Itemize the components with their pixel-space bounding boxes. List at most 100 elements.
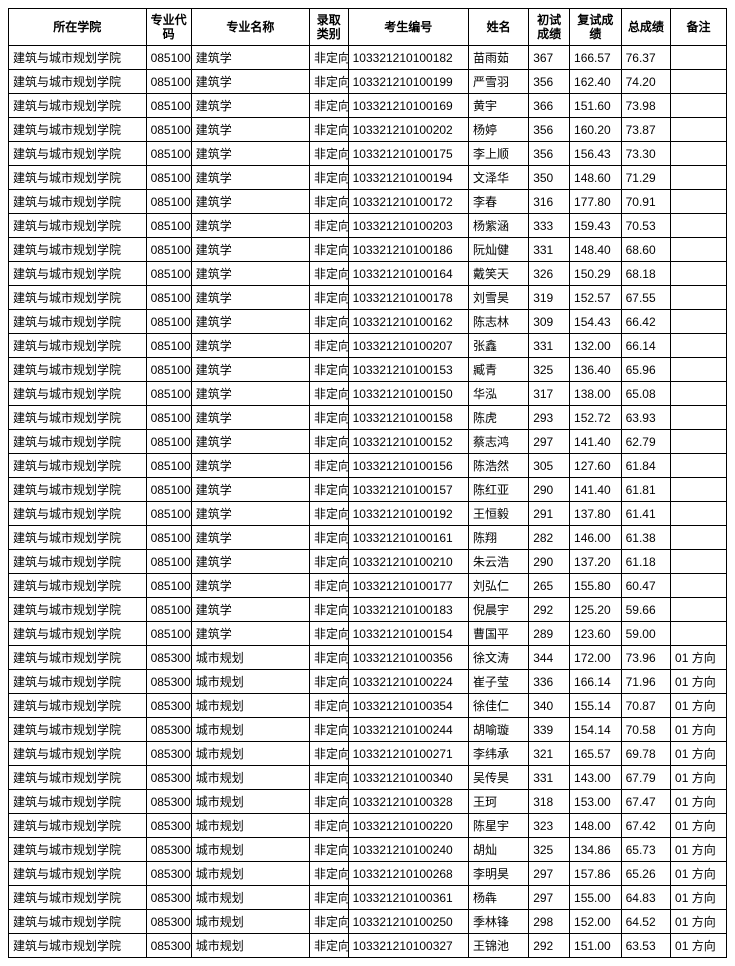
cell-remark [671,358,727,382]
cell-name: 严雪羽 [469,70,529,94]
cell-retest: 160.20 [570,118,622,142]
cell-cat: 非定向 [309,646,348,670]
cell-college: 建筑与城市规划学院 [9,574,147,598]
cell-examno: 103321210100327 [348,934,468,958]
cell-examno: 103321210100169 [348,94,468,118]
cell-cat: 非定向 [309,934,348,958]
cell-major: 建筑学 [191,166,309,190]
cell-remark: 01 方向 [671,934,727,958]
cell-retest: 157.86 [570,862,622,886]
cell-college: 建筑与城市规划学院 [9,382,147,406]
cell-cat: 非定向 [309,190,348,214]
cell-examno: 103321210100192 [348,502,468,526]
cell-code: 085300 [146,790,191,814]
cell-major: 建筑学 [191,286,309,310]
cell-name: 刘弘仁 [469,574,529,598]
cell-major: 建筑学 [191,118,309,142]
table-row: 建筑与城市规划学院085100建筑学非定向103321210100152蔡志鸿2… [9,430,727,454]
cell-cat: 非定向 [309,454,348,478]
cell-cat: 非定向 [309,598,348,622]
cell-remark [671,454,727,478]
table-row: 建筑与城市规划学院085100建筑学非定向103321210100162陈志林3… [9,310,727,334]
cell-retest: 153.00 [570,790,622,814]
cell-total: 67.47 [621,790,670,814]
cell-total: 68.18 [621,262,670,286]
cell-first: 297 [529,430,570,454]
cell-college: 建筑与城市规划学院 [9,598,147,622]
cell-remark: 01 方向 [671,766,727,790]
cell-code: 085100 [146,478,191,502]
col-name: 姓名 [469,9,529,46]
cell-remark [671,286,727,310]
table-header: 所在学院 专业代码 专业名称 录取类别 考生编号 姓名 初试成绩 复试成绩 总成… [9,9,727,46]
cell-retest: 143.00 [570,766,622,790]
cell-total: 65.08 [621,382,670,406]
cell-examno: 103321210100164 [348,262,468,286]
cell-first: 336 [529,670,570,694]
table-row: 建筑与城市规划学院085300城市规划非定向103321210100250季林锋… [9,910,727,934]
cell-total: 61.81 [621,478,670,502]
cell-code: 085100 [146,46,191,70]
cell-college: 建筑与城市规划学院 [9,910,147,934]
cell-first: 323 [529,814,570,838]
cell-examno: 103321210100271 [348,742,468,766]
cell-total: 61.41 [621,502,670,526]
cell-examno: 103321210100161 [348,526,468,550]
cell-name: 李纬承 [469,742,529,766]
cell-major: 建筑学 [191,94,309,118]
cell-examno: 103321210100361 [348,886,468,910]
cell-major: 城市规划 [191,670,309,694]
cell-name: 王珂 [469,790,529,814]
col-total: 总成绩 [621,9,670,46]
cell-cat: 非定向 [309,694,348,718]
cell-name: 胡喻璇 [469,718,529,742]
cell-cat: 非定向 [309,286,348,310]
cell-cat: 非定向 [309,526,348,550]
cell-college: 建筑与城市规划学院 [9,550,147,574]
cell-remark [671,574,727,598]
cell-first: 290 [529,550,570,574]
col-first: 初试成绩 [529,9,570,46]
cell-total: 65.26 [621,862,670,886]
cell-examno: 103321210100152 [348,430,468,454]
cell-examno: 103321210100220 [348,814,468,838]
cell-code: 085100 [146,190,191,214]
cell-cat: 非定向 [309,334,348,358]
cell-remark [671,622,727,646]
cell-remark [671,166,727,190]
cell-cat: 非定向 [309,262,348,286]
cell-college: 建筑与城市规划学院 [9,694,147,718]
cell-college: 建筑与城市规划学院 [9,766,147,790]
cell-total: 70.58 [621,718,670,742]
cell-cat: 非定向 [309,118,348,142]
table-row: 建筑与城市规划学院085100建筑学非定向103321210100157陈红亚2… [9,478,727,502]
cell-name: 华泓 [469,382,529,406]
cell-total: 62.79 [621,430,670,454]
cell-major: 城市规划 [191,718,309,742]
cell-first: 339 [529,718,570,742]
cell-cat: 非定向 [309,382,348,406]
cell-major: 建筑学 [191,478,309,502]
cell-cat: 非定向 [309,766,348,790]
cell-major: 建筑学 [191,406,309,430]
table-row: 建筑与城市规划学院085100建筑学非定向103321210100183倪晨宇2… [9,598,727,622]
cell-total: 71.29 [621,166,670,190]
cell-major: 建筑学 [191,526,309,550]
cell-retest: 155.80 [570,574,622,598]
cell-code: 085300 [146,646,191,670]
cell-first: 356 [529,118,570,142]
cell-major: 建筑学 [191,334,309,358]
cell-first: 297 [529,862,570,886]
cell-college: 建筑与城市规划学院 [9,718,147,742]
cell-remark [671,310,727,334]
cell-retest: 141.40 [570,430,622,454]
cell-retest: 172.00 [570,646,622,670]
table-row: 建筑与城市规划学院085100建筑学非定向103321210100182苗雨茹3… [9,46,727,70]
cell-name: 陈虎 [469,406,529,430]
table-row: 建筑与城市规划学院085100建筑学非定向103321210100177刘弘仁2… [9,574,727,598]
cell-code: 085100 [146,214,191,238]
cell-remark [671,598,727,622]
cell-total: 69.78 [621,742,670,766]
cell-first: 367 [529,46,570,70]
cell-code: 085300 [146,742,191,766]
